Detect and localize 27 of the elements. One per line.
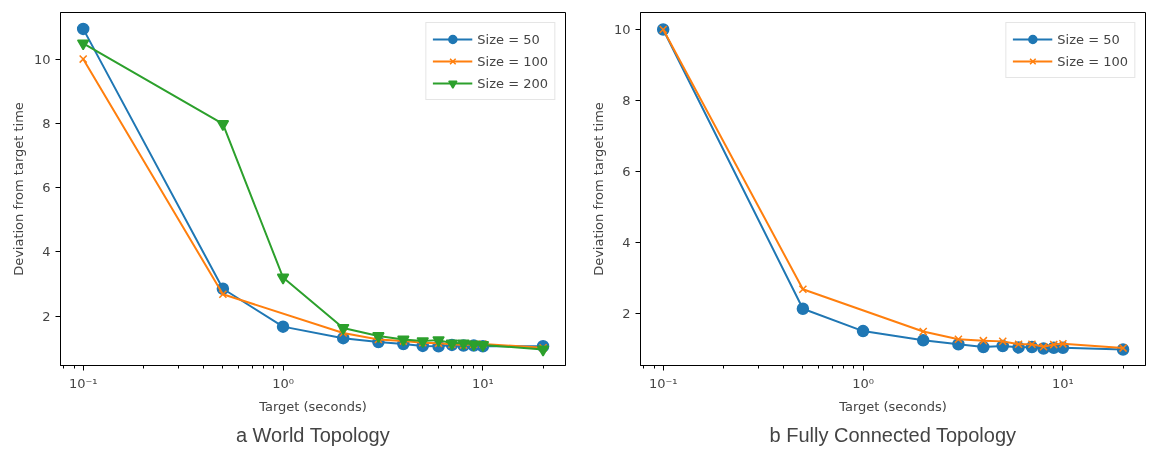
y-tick-label: 10: [613, 22, 631, 38]
text: b Fully Connected Topology: [769, 423, 1017, 446]
x-tick-label: 10⁻¹: [648, 375, 678, 391]
y-tick-label: 4: [42, 244, 51, 260]
x-axis-title: Target (seconds): [258, 398, 367, 414]
x-tick-label: 10⁰: [272, 375, 294, 391]
legend-label: Size = 100: [477, 53, 548, 69]
y-tick-label: 2: [622, 305, 631, 321]
x-tick-label: 10⁰: [852, 375, 874, 391]
legend-label: Size = 200: [477, 75, 548, 91]
y-tick-label: 4: [622, 234, 631, 250]
x-tick-label: 10⁻¹: [68, 375, 98, 391]
y-axis-title: Deviation from target time: [590, 102, 606, 276]
y-tick-label: 10: [33, 51, 51, 67]
x-tick-label: 10¹: [472, 375, 494, 391]
y-axis-title: Deviation from target time: [10, 102, 26, 276]
y-tick-label: 8: [622, 92, 631, 108]
legend-label: Size = 50: [477, 31, 540, 47]
y-tick-label: 8: [42, 115, 51, 131]
legend-label: Size = 50: [1057, 31, 1120, 47]
legend-label: Size = 100: [1057, 53, 1128, 69]
text: a World Topology: [235, 423, 390, 446]
x-axis-title: Target (seconds): [838, 398, 947, 414]
y-tick-label: 6: [42, 180, 51, 196]
y-tick-label: 6: [622, 163, 631, 179]
x-tick-label: 10¹: [1052, 375, 1074, 391]
y-tick-label: 2: [42, 308, 51, 324]
